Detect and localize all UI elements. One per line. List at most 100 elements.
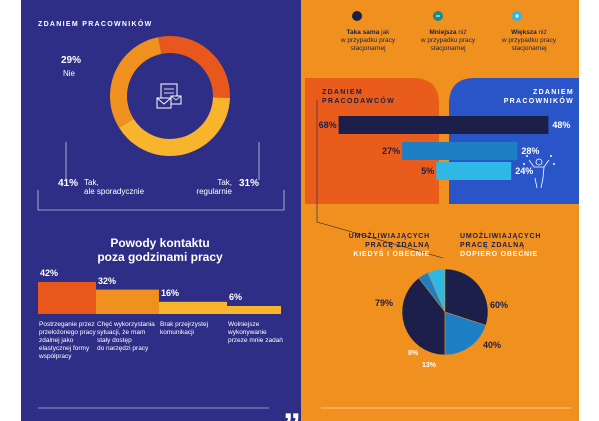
pie-value-label: 13%: [422, 362, 437, 369]
equal-dot-icon: [352, 11, 362, 21]
reasons-bar-chart: [38, 282, 281, 314]
pie-right-title-line2: PRACĘ ZDALNĄ: [460, 242, 525, 249]
legend-item-line: Taka sama jak: [331, 29, 405, 37]
employers-bar: [402, 142, 444, 160]
legend-item-bold: Taka sama: [346, 29, 380, 36]
legend-item-bold: Większa: [511, 29, 537, 36]
pie-value-label: 40%: [483, 340, 502, 350]
pie-right-subtitle: DOPIERO OBECNIE: [460, 251, 539, 258]
pie-before-and-now: [401, 268, 446, 356]
pie-right-slice: [444, 268, 489, 326]
quote-mark: „: [283, 385, 301, 421]
legend-item: Większa niż w przypadku pracy stacjonarnej: [492, 29, 566, 53]
legend-item-line: Większa niż: [492, 29, 566, 37]
reason-bar-value: 6%: [229, 292, 243, 302]
donut-regular-label: Tak, regularnie: [196, 178, 232, 196]
legend-item-line: stacjonarnej: [511, 45, 547, 52]
pie-right-title-line1: UMOŻLIWIAJĄCYCH: [460, 233, 542, 240]
reason-category-label: Brak przejrzystej komunikacji: [160, 321, 230, 337]
reason-category-label: Postrzeganie przez przełożonego pracy zdal…: [39, 321, 109, 361]
donut-segment-regular: [110, 37, 162, 128]
left-panel: [21, 0, 301, 421]
employers-shape: [305, 78, 439, 204]
reasons-title-line2: poza godzinami pracy: [97, 250, 223, 264]
employees-bar: [444, 116, 549, 134]
pie-left-title: UMOŻLIWIAJĄCYCH PRACĘ ZDALNĄ KIEDYŚ I OB…: [340, 232, 430, 259]
reason-bar-value: 16%: [161, 287, 180, 298]
donut-sporadic-pct: 41%: [58, 178, 79, 189]
pie-value-label: 60%: [490, 300, 509, 310]
legend-item-line: w przypadku pracy: [340, 37, 396, 44]
employers-title-line1: ZDANIEM: [322, 89, 363, 96]
employees-bar-chart: [444, 116, 549, 180]
reason-category-line: Brak przejrzystej: [160, 321, 209, 328]
employees-bar: [444, 142, 518, 160]
legend-item-text: niż: [456, 29, 467, 36]
reason-category-line: współpracy: [39, 353, 72, 360]
pie-left-title-line1: UMOŻLIWIAJĄCYCH: [348, 233, 430, 240]
person-icon: [523, 155, 555, 189]
pie-left-subtitle: KIEDYŚ I OBECNIE: [353, 251, 430, 258]
reason-bar: [38, 282, 96, 314]
reason-category-label: Wolniejsze wykonywanie przeze mnie zadań: [228, 321, 298, 345]
employers-bar: [436, 162, 444, 180]
reason-category-line: przeze mnie zadań: [228, 337, 283, 344]
employees-bar-value: 24%: [515, 166, 534, 176]
legend-item-line: Mniejsza niż: [411, 29, 485, 37]
donut-sporadic-label: Tak, ale sporadycznie: [84, 178, 144, 196]
donut-sporadic-label-line2: ale sporadycznie: [84, 187, 145, 196]
legend-item-line: w przypadku pracy: [501, 37, 557, 44]
reason-category-line: stały dostęp: [97, 337, 132, 344]
reason-category-line: wykonywanie: [228, 329, 267, 336]
employers-bar-value: 68%: [318, 120, 337, 130]
reason-category-line: zdalnej jako: [39, 337, 74, 344]
legend-item-line: w przypadku pracy: [420, 37, 476, 44]
donut-no-label: Nie: [63, 69, 76, 78]
legend-item-line: stacjonarnej: [350, 45, 386, 52]
employers-title: ZDANIEM PRACODAWCÓW: [322, 88, 395, 106]
legend-item: Mniejsza niż w przypadku pracy stacjonarne…: [411, 29, 485, 53]
reason-category-line: komunikacji: [160, 329, 194, 336]
employers-title-line2: PRACODAWCÓW: [322, 98, 396, 105]
pie-left-title-line2: PRACĘ ZDALNĄ: [365, 242, 430, 249]
legend-dots: [352, 11, 522, 21]
pie-value-label: 79%: [375, 298, 394, 308]
donut-title: ZDANIEM PRACOWNIKÓW: [38, 21, 153, 28]
employees-title-line1: ZDANIEM: [533, 89, 574, 96]
employers-bar-value: 27%: [382, 146, 401, 156]
employees-title: ZDANIEM PRACOWNIKÓW: [500, 88, 574, 106]
reasons-title-line1: Powody kontaktu: [110, 236, 210, 250]
reason-category-line: Chęć wykorzystania: [97, 321, 155, 328]
pie-left-slice: [401, 277, 446, 356]
reasons-title: Powody kontaktu poza godzinami pracy: [70, 236, 250, 264]
reason-category-line: elastycznej formy: [39, 345, 90, 352]
reason-category-line: przełożonego pracy: [39, 329, 96, 336]
reason-category-line: sytuacji, że mam: [97, 329, 146, 336]
pie-right-slice: [444, 311, 487, 356]
donut-sporadic-label-line1: Tak,: [84, 178, 99, 187]
donut-regular-label-line2: regularnie: [196, 187, 232, 196]
donut-center-email-icon: [149, 75, 191, 117]
employers-bar-chart: [338, 116, 444, 180]
reason-bar: [159, 301, 227, 314]
legend-item-bold: Mniejsza: [429, 29, 457, 36]
reason-bar-value: 32%: [98, 275, 117, 286]
donut-regular-pct: 31%: [239, 178, 260, 189]
reason-bar: [227, 306, 281, 314]
donut-no-pct: 29%: [61, 55, 82, 66]
employers-bar-value: 5%: [421, 166, 435, 176]
legend-item-line: stacjonarnej: [430, 45, 466, 52]
left-svg: [37, 35, 285, 409]
reason-bar-value: 42%: [40, 268, 59, 278]
reason-bar: [96, 289, 159, 314]
pie-value-label: 8%: [408, 350, 419, 357]
donut-regular-label-line1: Tak,: [217, 178, 232, 187]
employers-bar: [338, 116, 444, 134]
employees-bar-value: 28%: [521, 146, 540, 156]
reason-category-line: Postrzeganie przez: [39, 321, 95, 328]
pie-only-now: [444, 268, 489, 356]
donut-employees: [110, 35, 231, 157]
legend-item: Taka sama jak w przypadku pracy stacjonarn…: [331, 29, 405, 53]
donut-segment-no: [158, 35, 231, 98]
